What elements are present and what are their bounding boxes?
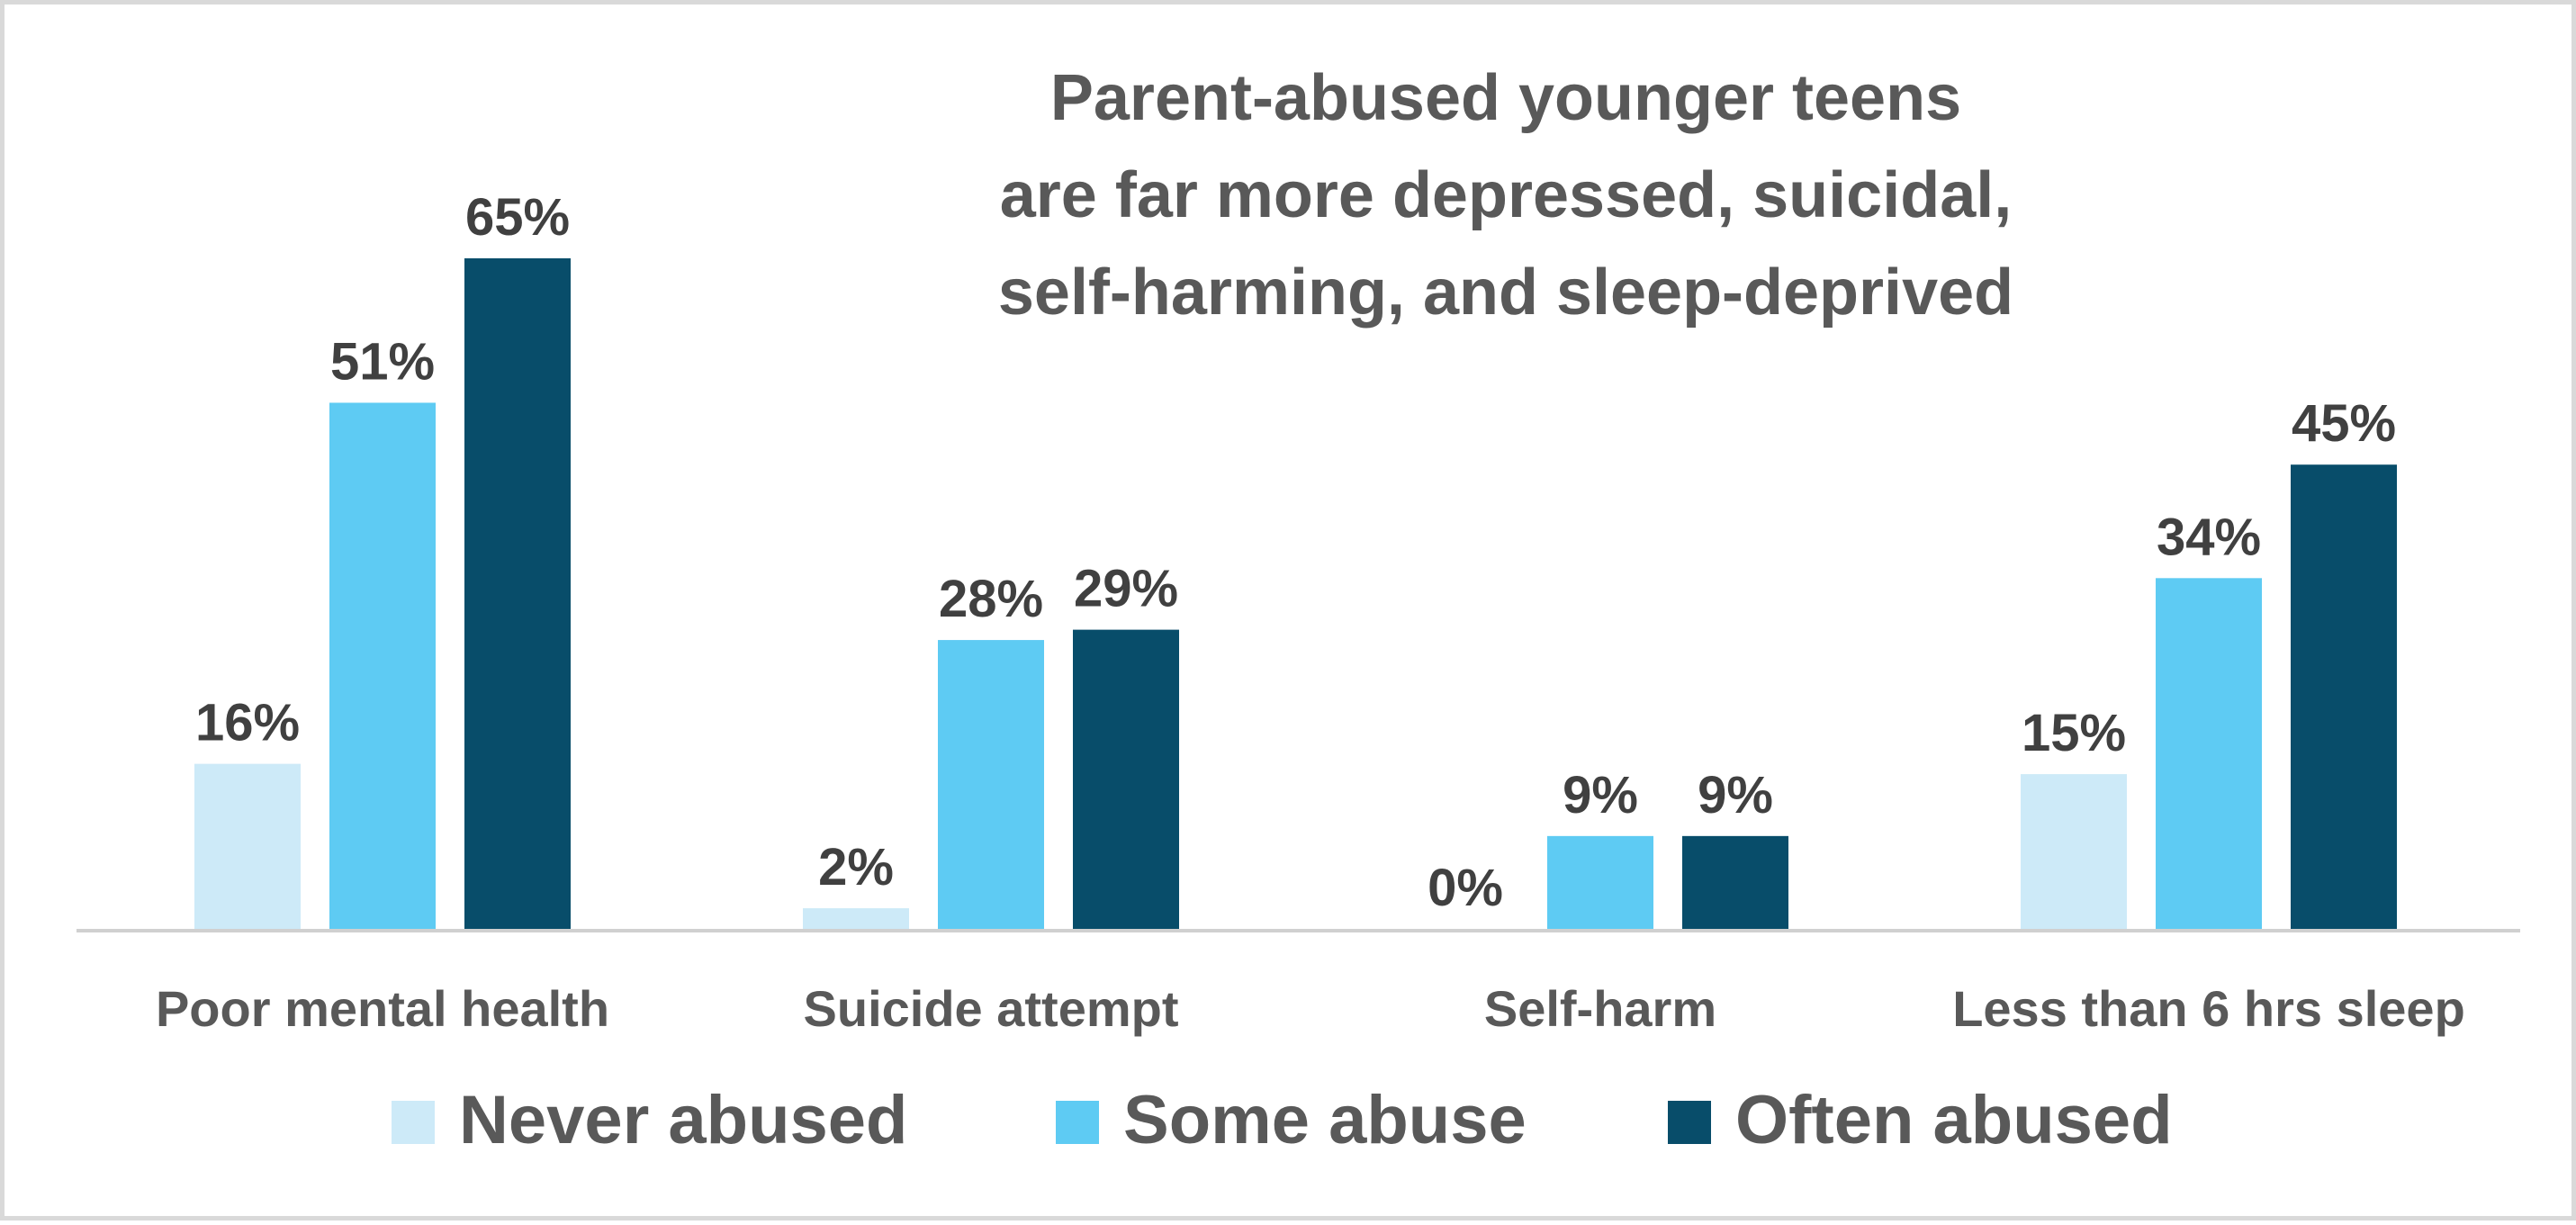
legend-label-often-abused: Often abused <box>1735 1082 2173 1158</box>
data-label-often-abused-poor-mental-health: 65% <box>465 188 570 247</box>
data-label-never-abused-less-than-6-hrs-sleep: 15% <box>2022 704 2126 762</box>
data-label-some-abuse-suicide-attempt: 28% <box>939 570 1043 628</box>
legend-swatch-some-abuse <box>1056 1101 1099 1144</box>
bar-often-abused-self-harm <box>1682 835 1788 929</box>
data-label-often-abused-self-harm: 9% <box>1698 766 1773 824</box>
bar-some-abuse-poor-mental-health <box>329 402 436 929</box>
chart-title-line-3: self-harming, and sleep-deprived <box>998 257 2013 329</box>
legend-swatch-often-abused <box>1668 1101 1711 1144</box>
legend-swatch-never-abused <box>392 1101 435 1144</box>
chart-title-line-2: are far more depressed, suicidal, <box>1000 159 2013 231</box>
bar-chart: Parent-abused younger teens are far more… <box>77 62 2520 1158</box>
data-label-often-abused-suicide-attempt: 29% <box>1074 560 1178 618</box>
bar-some-abuse-self-harm <box>1547 835 1653 929</box>
plot-area: 16% 51% 65% 2% 28% 29% 0% 9% 9% 15% 34% 45% <box>77 188 2520 932</box>
category-label-self-harm: Self-harm <box>1484 980 1716 1037</box>
chart-title: Parent-abused younger teens are far more… <box>998 62 2013 329</box>
category-label-poor-mental-health: Poor mental health <box>156 980 609 1037</box>
data-label-often-abused-less-than-6-hrs-sleep: 45% <box>2292 394 2396 453</box>
data-label-never-abused-self-harm: 0% <box>1428 859 1503 917</box>
bar-never-abused-suicide-attempt <box>803 908 909 929</box>
data-label-never-abused-poor-mental-health: 16% <box>195 694 300 752</box>
bar-never-abused-less-than-6-hrs-sleep <box>2021 774 2127 929</box>
bar-often-abused-suicide-attempt <box>1073 629 1179 929</box>
bar-often-abused-less-than-6-hrs-sleep <box>2291 464 2397 929</box>
legend: Never abused Some abuse Often abused <box>392 1082 2173 1158</box>
chart-title-line-1: Parent-abused younger teens <box>1050 62 1961 134</box>
data-label-some-abuse-less-than-6-hrs-sleep: 34% <box>2157 508 2261 566</box>
bar-often-abused-poor-mental-health <box>464 258 571 929</box>
data-label-never-abused-suicide-attempt: 2% <box>818 838 894 896</box>
legend-label-some-abuse: Some abuse <box>1123 1082 1527 1158</box>
category-label-less-than-6-hrs-sleep: Less than 6 hrs sleep <box>1952 980 2465 1037</box>
data-label-some-abuse-poor-mental-health: 51% <box>330 332 435 391</box>
category-label-suicide-attempt: Suicide attempt <box>804 980 1179 1037</box>
bar-some-abuse-suicide-attempt <box>938 640 1044 929</box>
legend-label-never-abused: Never abused <box>459 1082 907 1158</box>
bar-some-abuse-less-than-6-hrs-sleep <box>2156 578 2262 929</box>
bar-never-abused-poor-mental-health <box>194 763 301 929</box>
data-label-some-abuse-self-harm: 9% <box>1563 766 1638 824</box>
x-axis-categories: Poor mental health Suicide attempt Self-ha… <box>156 980 2465 1037</box>
